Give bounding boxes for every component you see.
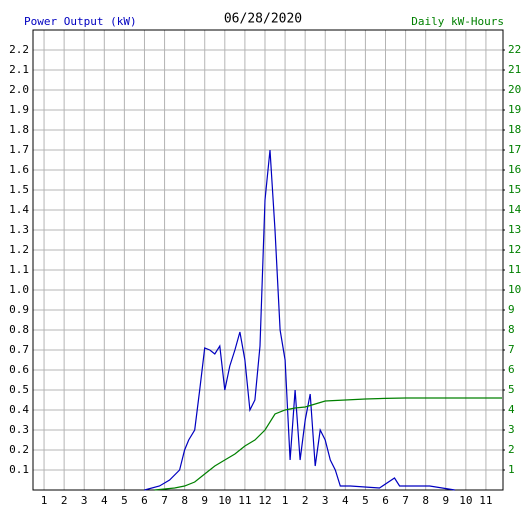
- y-tick-label: 2.2: [9, 43, 29, 56]
- x-tick-label: 9: [442, 494, 449, 507]
- y-tick-label: 2.1: [9, 63, 29, 76]
- series-line: [154, 397, 502, 491]
- y-tick-label: 1.5: [9, 183, 29, 196]
- y-tick-label: 0.1: [9, 463, 29, 476]
- x-tick-label: 5: [121, 494, 128, 507]
- y-tick-label: 0.9: [9, 303, 29, 316]
- y2-tick-label: 13: [508, 223, 521, 236]
- y2-tick-label: 4: [508, 403, 515, 416]
- y-tick-label: 0.8: [9, 323, 29, 336]
- y-tick-label: 0.2: [9, 443, 29, 456]
- x-tick-label: 5: [362, 494, 369, 507]
- y-tick-label: 1.2: [9, 243, 29, 256]
- y2-tick-label: 20: [508, 83, 521, 96]
- y2-tick-label: 11: [508, 263, 521, 276]
- y2-tick-label: 12: [508, 243, 521, 256]
- y-tick-label: 0.3: [9, 423, 29, 436]
- x-tick-label: 7: [402, 494, 409, 507]
- series-line: [144, 149, 455, 491]
- y2-tick-label: 6: [508, 363, 515, 376]
- y-tick-label: 1.8: [9, 123, 29, 136]
- x-tick-label: 8: [422, 494, 429, 507]
- y2-tick-label: 18: [508, 123, 521, 136]
- y-tick-label: 1.7: [9, 143, 29, 156]
- y2-axis-label: Daily kW-Hours: [411, 15, 504, 28]
- x-tick-label: 12: [258, 494, 271, 507]
- y-tick-label: 0.4: [9, 403, 29, 416]
- x-tick-label: 9: [201, 494, 208, 507]
- y-tick-label: 1.0: [9, 283, 29, 296]
- x-tick-label: 10: [459, 494, 472, 507]
- y-axis-label: Power Output (kW): [24, 15, 137, 28]
- y2-tick-label: 16: [508, 163, 521, 176]
- y2-tick-label: 8: [508, 323, 515, 336]
- x-tick-label: 1: [41, 494, 48, 507]
- x-tick-label: 1: [282, 494, 289, 507]
- y2-tick-label: 10: [508, 283, 521, 296]
- x-tick-label: 11: [479, 494, 492, 507]
- y-tick-label: 1.4: [9, 203, 29, 216]
- y2-tick-label: 5: [508, 383, 515, 396]
- x-tick-label: 2: [302, 494, 309, 507]
- y2-tick-label: 17: [508, 143, 521, 156]
- y-tick-label: 1.6: [9, 163, 29, 176]
- y-tick-label: 1.9: [9, 103, 29, 116]
- y2-tick-label: 15: [508, 183, 521, 196]
- y2-tick-label: 7: [508, 343, 515, 356]
- x-tick-label: 6: [141, 494, 148, 507]
- x-tick-label: 11: [238, 494, 251, 507]
- x-tick-label: 4: [342, 494, 349, 507]
- x-tick-label: 4: [101, 494, 108, 507]
- x-tick-label: 3: [81, 494, 88, 507]
- x-tick-label: 7: [161, 494, 168, 507]
- y2-tick-label: 21: [508, 63, 521, 76]
- y2-tick-label: 14: [508, 203, 522, 216]
- chart-title: 06/28/2020: [224, 12, 302, 27]
- y-tick-label: 2.0: [9, 83, 29, 96]
- y2-tick-label: 2: [508, 443, 515, 456]
- y2-tick-label: 3: [508, 423, 515, 436]
- y-tick-label: 1.3: [9, 223, 29, 236]
- x-tick-label: 3: [322, 494, 329, 507]
- x-tick-label: 2: [61, 494, 68, 507]
- y-tick-label: 1.1: [9, 263, 29, 276]
- x-tick-label: 8: [181, 494, 188, 507]
- y-tick-label: 0.6: [9, 363, 29, 376]
- x-tick-label: 10: [218, 494, 231, 507]
- y2-tick-label: 19: [508, 103, 521, 116]
- y2-tick-label: 22: [508, 43, 521, 56]
- y-tick-label: 0.7: [9, 343, 29, 356]
- y-tick-label: 0.5: [9, 383, 29, 396]
- y2-tick-label: 9: [508, 303, 515, 316]
- plot-border: [32, 29, 504, 491]
- x-tick-label: 6: [382, 494, 389, 507]
- y2-tick-label: 1: [508, 463, 515, 476]
